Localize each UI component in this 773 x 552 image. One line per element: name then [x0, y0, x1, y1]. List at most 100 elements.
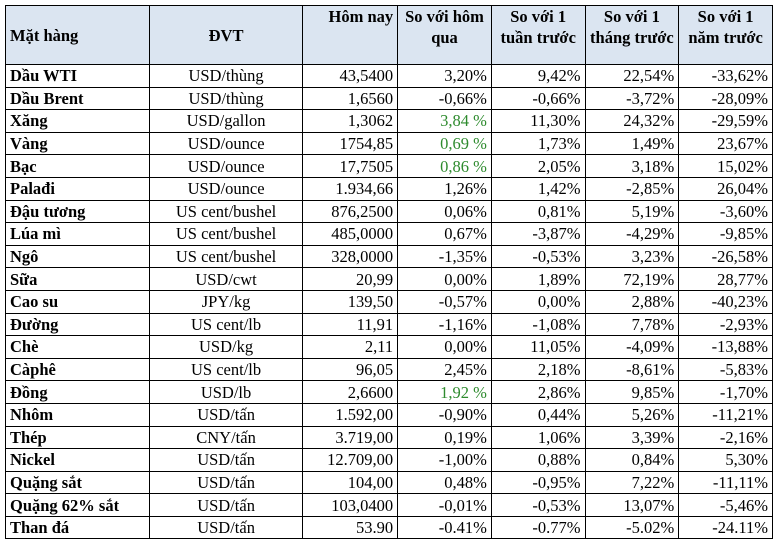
change-vs-year: 26,04% [678, 176, 773, 201]
today-value: 139,50 [302, 289, 399, 314]
change-vs-yesterday: 0,67% [397, 222, 492, 246]
table-row: Chè USD/kg 2,11 0,00% 11,05% -4,09% -13,88% [5, 335, 773, 359]
change-vs-year: -1,70% [678, 380, 773, 404]
table-row: Ngô US cent/bushel 328,0000 -1,35% -0,53% 3,2… [5, 244, 773, 269]
commodity-name: Đường [5, 312, 150, 337]
today-value: 1,6560 [302, 86, 399, 111]
unit-cell: USD/kg [148, 335, 304, 359]
change-vs-yesterday: 0,00% [397, 335, 492, 359]
table-row: Sữa USD/cwt 20,99 0,00% 1,89% 72,19% 28,77% [5, 267, 773, 291]
change-vs-year: -11,21% [678, 402, 773, 427]
change-vs-week: -3,87% [490, 222, 586, 246]
change-vs-month: 2,88% [584, 289, 680, 314]
today-value: 1,3062 [302, 109, 399, 133]
change-vs-month: 1,49% [584, 131, 680, 156]
table-row: Quặng 62% sắt USD/tấn 103,0400 -0,01% -0,53%… [5, 493, 773, 517]
table-row: Palađi USD/ounce 1.934,66 1,26% 1,42% -2,85% 2… [5, 176, 773, 201]
change-vs-week: -0,66% [490, 86, 586, 111]
change-vs-month: 3,18% [584, 154, 680, 178]
change-vs-year: -24.11% [678, 515, 773, 540]
change-vs-yesterday: 2,45% [397, 357, 492, 382]
change-vs-yesterday: 0,48% [397, 470, 492, 495]
change-vs-week: 2,18% [490, 357, 586, 382]
change-vs-yesterday: -0,90% [397, 402, 492, 427]
change-vs-yesterday: 1,92 % [397, 380, 492, 404]
unit-cell: US cent/bushel [148, 222, 304, 246]
commodity-name: Càphê [5, 357, 150, 382]
change-vs-year: -26,58% [678, 244, 773, 269]
header-vs-month: So với 1 tháng trước [584, 5, 680, 65]
change-vs-month: -8,61% [584, 357, 680, 382]
change-vs-year: 23,67% [678, 131, 773, 156]
today-value: 104,00 [302, 470, 399, 495]
unit-cell: USD/ounce [148, 176, 304, 201]
change-vs-year: -2,16% [678, 425, 773, 450]
change-vs-month: 24,32% [584, 109, 680, 133]
change-vs-year: -28,09% [678, 86, 773, 111]
today-value: 17,7505 [302, 154, 399, 178]
change-vs-week: -1,08% [490, 312, 586, 337]
unit-cell: USD/cwt [148, 267, 304, 291]
commodity-name: Chè [5, 335, 150, 359]
header-vs-year: So với 1 năm trước [678, 5, 773, 65]
table-row: Bạc USD/ounce 17,7505 0,86 % 2,05% 3,18% 15,02… [5, 154, 773, 178]
change-vs-month: -5.02% [584, 515, 680, 540]
commodity-name: Đồng [5, 380, 150, 404]
change-vs-week: 0,44% [490, 402, 586, 427]
change-vs-month: 5,19% [584, 199, 680, 224]
table-row: Đồng USD/lb 2,6600 1,92 % 2,86% 9,85% -1,70% [5, 380, 773, 404]
change-vs-week: 1,42% [490, 176, 586, 201]
today-value: 485,0000 [302, 222, 399, 246]
unit-cell: US cent/bushel [148, 244, 304, 269]
change-vs-yesterday: 0,19% [397, 425, 492, 450]
today-value: 1.592,00 [302, 402, 399, 427]
change-vs-year: -40,23% [678, 289, 773, 314]
change-vs-year: -11,11% [678, 470, 773, 495]
change-vs-yesterday: -0,57% [397, 289, 492, 314]
change-vs-month: 22,54% [584, 64, 680, 88]
commodity-name: Quặng 62% sắt [5, 493, 150, 517]
change-vs-yesterday: 3,20% [397, 64, 492, 88]
unit-cell: JPY/kg [148, 289, 304, 314]
change-vs-month: 5,26% [584, 402, 680, 427]
commodity-name: Quặng sắt [5, 470, 150, 495]
change-vs-yesterday: -0.41% [397, 515, 492, 540]
commodity-name: Dầu Brent [5, 86, 150, 111]
change-vs-year: -33,62% [678, 64, 773, 88]
today-value: 1754,85 [302, 131, 399, 156]
today-value: 11,91 [302, 312, 399, 337]
change-vs-week: 1,73% [490, 131, 586, 156]
table-row: Xăng USD/gallon 1,3062 3,84 % 11,30% 24,32% -2… [5, 109, 773, 133]
change-vs-year: -5,46% [678, 493, 773, 517]
table-row: Vàng USD/ounce 1754,85 0,69 % 1,73% 1,49% 23,6… [5, 131, 773, 156]
table-row: Lúa mì US cent/bushel 485,0000 0,67% -3,87% -… [5, 222, 773, 246]
table-row: Đường US cent/lb 11,91 -1,16% -1,08% 7,78% -2,… [5, 312, 773, 337]
change-vs-month: 7,22% [584, 470, 680, 495]
table-row: Nickel USD/tấn 12.709,00 -1,00% 0,88% 0,84% 5,… [5, 448, 773, 472]
table-row: Than đá USD/tấn 53.90 -0.41% -0.77% -5.02% -24… [5, 515, 773, 540]
today-value: 53.90 [302, 515, 399, 540]
commodity-name: Thép [5, 425, 150, 450]
table-row: Đậu tương US cent/bushel 876,2500 0,06% 0,81… [5, 199, 773, 224]
change-vs-week: -0,53% [490, 493, 586, 517]
today-value: 2,6600 [302, 380, 399, 404]
table-row: Dầu WTI USD/thùng 43,5400 3,20% 9,42% 22,54% -… [5, 64, 773, 88]
change-vs-yesterday: -1,35% [397, 244, 492, 269]
commodity-name: Bạc [5, 154, 150, 178]
header-vs-week: So với 1 tuần trước [490, 5, 586, 65]
today-value: 103,0400 [302, 493, 399, 517]
today-value: 96,05 [302, 357, 399, 382]
commodity-name: Lúa mì [5, 222, 150, 246]
change-vs-year: -2,93% [678, 312, 773, 337]
change-vs-week: 1,06% [490, 425, 586, 450]
today-value: 1.934,66 [302, 176, 399, 201]
change-vs-year: 15,02% [678, 154, 773, 178]
change-vs-yesterday: 0,69 % [397, 131, 492, 156]
commodity-name: Ngô [5, 244, 150, 269]
header-unit: ĐVT [148, 5, 304, 65]
change-vs-yesterday: -1,16% [397, 312, 492, 337]
change-vs-month: -2,85% [584, 176, 680, 201]
commodity-name: Nhôm [5, 402, 150, 427]
change-vs-yesterday: 0,86 % [397, 154, 492, 178]
change-vs-week: -0,95% [490, 470, 586, 495]
